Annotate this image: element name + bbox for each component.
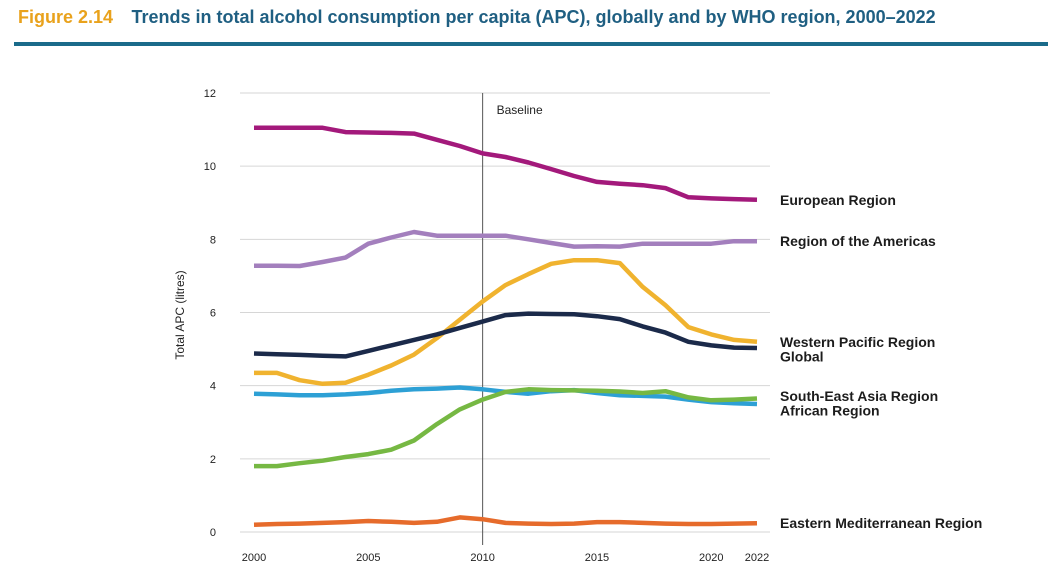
y-tick-label: 10 xyxy=(204,161,216,173)
figure-header: Figure 2.14 Trends in total alcohol cons… xyxy=(18,7,936,28)
baseline-label: Baseline xyxy=(497,103,543,117)
series-label: Region of the Americas xyxy=(780,233,936,249)
y-axis-title: Total APC (litres) xyxy=(173,270,187,359)
series-line-european-region xyxy=(254,125,758,203)
series-label: Global xyxy=(780,348,824,364)
series-line-western-pacific-region xyxy=(254,257,758,387)
series-line-african-region xyxy=(254,387,758,469)
x-tick-label: 2020 xyxy=(699,552,723,564)
x-tick-label: 2000 xyxy=(242,552,266,564)
x-tick-label: 2022 xyxy=(745,552,769,564)
header-rule xyxy=(14,42,1048,46)
x-tick-label: 2005 xyxy=(356,552,380,564)
series-lines xyxy=(253,125,758,527)
y-tick-label: 8 xyxy=(210,234,216,246)
x-tick-label: 2010 xyxy=(470,552,494,564)
series-line-global xyxy=(253,311,758,359)
series-labels: European Region Region of the Americas Wes… xyxy=(780,192,982,531)
y-tick-label: 12 xyxy=(204,88,216,100)
series-label: Eastern Mediterranean Region xyxy=(780,515,982,531)
figure-number: Figure 2.14 xyxy=(18,7,114,27)
series-label: African Region xyxy=(780,403,880,419)
y-tick-label: 0 xyxy=(210,527,216,539)
y-tick-label: 4 xyxy=(210,381,216,393)
x-tick-label: 2015 xyxy=(585,552,609,564)
series-line-region-of-the-americas xyxy=(254,229,757,269)
y-tick-label: 6 xyxy=(210,308,216,320)
figure-title: Trends in total alcohol consumption per … xyxy=(131,7,936,27)
x-axis-ticks: 2000 2005 2010 2015 2020 2022 xyxy=(242,552,769,564)
baseline-annotation: Baseline xyxy=(482,93,543,545)
series-label: European Region xyxy=(780,192,896,208)
series-label: Western Pacific Region xyxy=(780,334,935,350)
y-tick-label: 2 xyxy=(210,454,216,466)
series-line-eastern-mediterranean-region xyxy=(253,515,758,527)
y-axis-ticks: 0 2 4 6 8 10 12 xyxy=(204,88,216,539)
series-label: South-East Asia Region xyxy=(780,388,938,404)
gridlines xyxy=(240,92,770,533)
